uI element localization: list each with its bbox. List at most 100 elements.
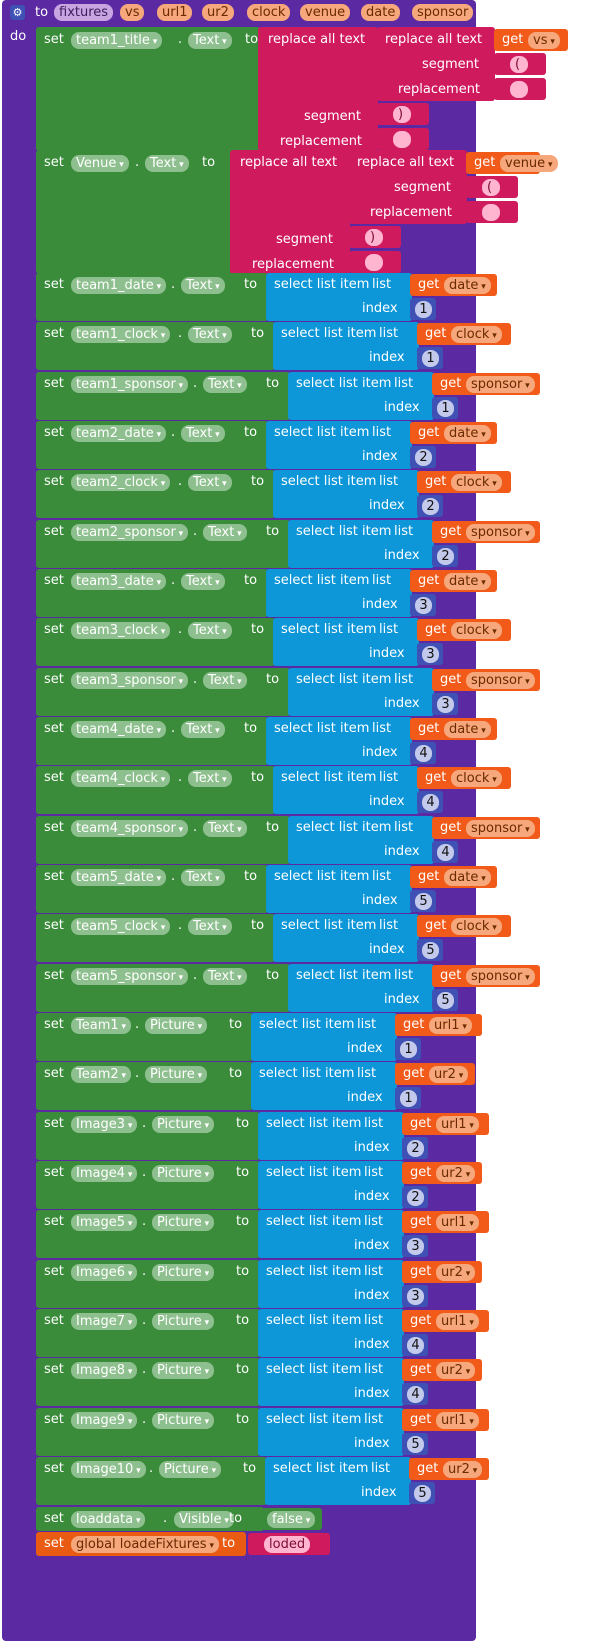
component-dropdown[interactable]: Image10 [71,1461,146,1478]
variable-dropdown[interactable]: clock [451,918,502,935]
text-value[interactable]: ( [510,56,528,73]
number-block[interactable]: 5 [402,1433,428,1455]
select-list-item-block[interactable]: select list item list index [266,273,412,321]
set-component-block[interactable]: set team1_sponsor. Text to [36,372,290,420]
get-variable-block[interactable]: get ur2 [402,1162,482,1184]
component-dropdown[interactable]: Team1 [71,1017,132,1034]
set-component-block[interactable]: set team3_date. Text to [36,569,268,617]
component-dropdown[interactable]: team1_clock [71,326,171,343]
component-dropdown[interactable]: Image7 [71,1313,138,1330]
number-value[interactable]: 4 [437,844,454,861]
component-dropdown[interactable]: Image4 [71,1165,138,1182]
select-list-item-block[interactable]: select list item list index [258,1112,404,1160]
property-dropdown[interactable]: Text [181,573,225,590]
number-value[interactable]: 1 [415,301,432,318]
variable-dropdown[interactable]: sponsor [466,968,535,985]
variable-dropdown[interactable]: url1 [436,1214,479,1231]
set-component-block[interactable]: set Image7. Picture to [36,1309,260,1357]
set-component-block[interactable]: set team1_date. Text to [36,273,268,321]
property-dropdown[interactable]: Text [188,326,232,343]
param-venue[interactable]: venue [300,4,351,21]
set-component-block[interactable]: set Image9. Picture to [36,1408,260,1456]
select-list-item-block[interactable]: select list item list index [266,569,412,617]
text-string-block[interactable]: loded [248,1533,330,1555]
number-block[interactable]: 1 [410,298,436,320]
text-value[interactable]: ) [365,229,383,246]
property-dropdown[interactable]: Text [203,820,247,837]
property-dropdown[interactable]: Picture [145,1017,208,1034]
set-component-block[interactable]: set team1_clock. Text to [36,322,275,370]
logic-boolean-block[interactable]: false [262,1508,322,1530]
get-variable-block[interactable]: get url1 [402,1310,489,1332]
property-dropdown[interactable]: Text [203,524,247,541]
number-block[interactable]: 2 [432,545,458,567]
get-variable-block[interactable]: get clock [417,619,511,641]
variable-dropdown[interactable]: date [444,277,491,294]
boolean-dropdown[interactable]: false [267,1511,316,1528]
get-variable-block[interactable]: get vs [494,29,568,51]
component-dropdown[interactable]: team3_clock [71,622,171,639]
property-dropdown[interactable]: Text [203,672,247,689]
replace-all-text-block[interactable]: replace all text segment replacement [258,27,378,151]
replace-all-text-block[interactable]: replace all text segment replacement [377,27,495,101]
get-variable-block[interactable]: get ur2 [409,1458,489,1480]
number-block[interactable]: 1 [395,1087,421,1109]
variable-dropdown[interactable]: clock [451,474,502,491]
select-list-item-block[interactable]: select list item list index [266,865,412,913]
property-dropdown[interactable]: Text [181,869,225,886]
select-list-item-block[interactable]: select list item list index [251,1013,397,1061]
set-component-block[interactable]: set Venue. Textto [36,150,260,274]
text-value[interactable] [510,81,528,98]
number-block[interactable]: 3 [410,594,436,616]
set-component-block[interactable]: set team4_sponsor. Text to [36,816,290,864]
variable-dropdown[interactable]: date [444,869,491,886]
variable-dropdown[interactable]: date [444,721,491,738]
number-block[interactable]: 3 [417,643,443,665]
get-variable-block[interactable]: get url1 [402,1113,489,1135]
select-list-item-block[interactable]: select list item list index [288,520,434,568]
property-dropdown[interactable]: Picture [152,1165,215,1182]
set-component-block[interactable]: set Image5. Picture to [36,1210,260,1258]
get-variable-block[interactable]: get date [410,718,497,740]
set-component-block[interactable]: set team2_date. Text to [36,421,268,469]
component-dropdown[interactable]: Image6 [71,1264,138,1281]
component-dropdown[interactable]: team1_sponsor [71,376,189,393]
select-list-item-block[interactable]: select list item list index [273,766,419,814]
variable-dropdown[interactable]: clock [451,770,502,787]
set-component-block[interactable]: set Image6. Picture to [36,1260,260,1308]
select-list-item-block[interactable]: select list item list index [288,372,434,420]
component-dropdown[interactable]: Team2 [71,1066,132,1083]
param-date[interactable]: date [361,4,401,21]
set-component-block[interactable]: set team5_sponsor. Text to [36,964,290,1012]
select-list-item-block[interactable]: select list item list index [273,914,419,962]
variable-dropdown[interactable]: sponsor [466,672,535,689]
set-component-block[interactable]: set Image10. Picture to [36,1457,267,1505]
text-string-block[interactable]: ( [494,53,546,75]
text-string-block[interactable]: ) [377,103,429,125]
number-block[interactable]: 2 [410,446,436,468]
get-variable-block[interactable]: get clock [417,471,511,493]
select-list-item-block[interactable]: select list item list index [288,668,434,716]
component-dropdown[interactable]: Image9 [71,1412,138,1429]
component-dropdown[interactable]: team4_sponsor [71,820,189,837]
param-url1[interactable]: url1 [157,4,193,21]
property-dropdown[interactable]: Text [181,277,225,294]
select-list-item-block[interactable]: select list item list index [251,1062,397,1110]
number-block[interactable]: 4 [410,742,436,764]
number-value[interactable]: 3 [415,597,432,614]
property-dropdown[interactable]: Text [188,622,232,639]
property-dropdown[interactable]: Text [145,155,189,172]
number-value[interactable]: 3 [407,1238,424,1255]
param-vs[interactable]: vs [120,4,145,21]
number-value[interactable]: 5 [414,1485,431,1502]
get-variable-block[interactable]: get ur2 [395,1063,475,1085]
property-dropdown[interactable]: Text [188,32,232,49]
property-dropdown[interactable]: Picture [145,1066,208,1083]
number-value[interactable]: 4 [407,1337,424,1354]
number-block[interactable]: 5 [410,890,436,912]
select-list-item-block[interactable]: select list item list index [266,717,412,765]
property-dropdown[interactable]: Text [188,770,232,787]
component-dropdown[interactable]: team3_sponsor [71,672,189,689]
variable-dropdown[interactable]: date [444,573,491,590]
set-component-block[interactable]: set Image8. Picture to [36,1358,260,1406]
